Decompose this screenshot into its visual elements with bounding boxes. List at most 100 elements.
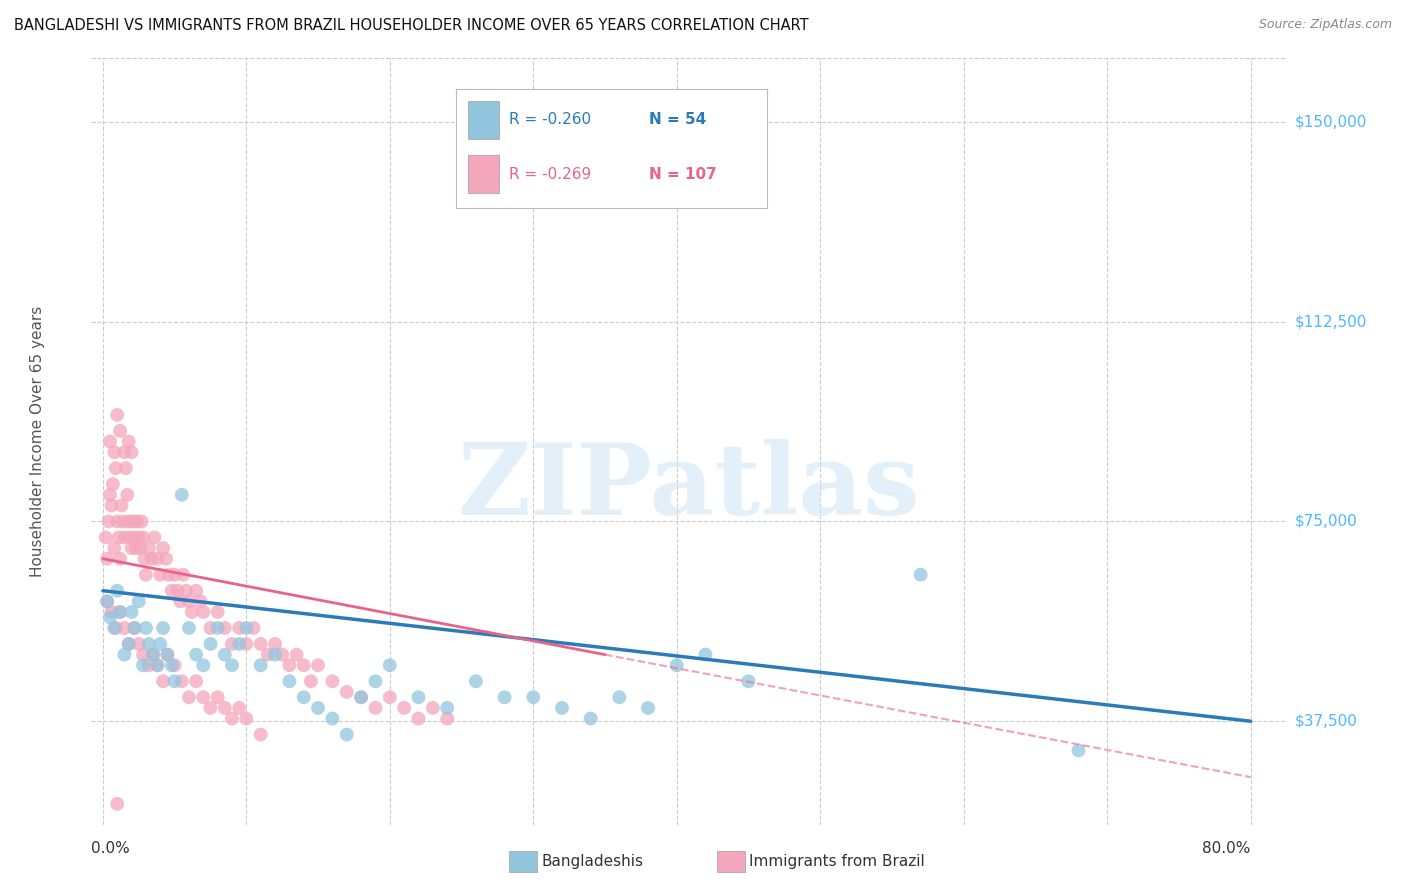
Point xyxy=(408,712,430,726)
Point xyxy=(551,701,574,715)
Point xyxy=(104,461,127,475)
Point xyxy=(637,701,659,715)
Point xyxy=(125,541,148,555)
Point xyxy=(336,727,359,741)
Point xyxy=(142,648,165,662)
Point xyxy=(193,658,215,673)
Point xyxy=(96,594,118,608)
Point xyxy=(169,594,191,608)
Text: Source: ZipAtlas.com: Source: ZipAtlas.com xyxy=(1258,18,1392,31)
Text: $112,500: $112,500 xyxy=(1295,314,1367,329)
Point xyxy=(156,648,179,662)
Point xyxy=(172,567,194,582)
Point xyxy=(292,658,315,673)
Point xyxy=(112,621,135,635)
Point xyxy=(193,690,215,705)
Text: Bangladeshis: Bangladeshis xyxy=(541,855,644,869)
Point xyxy=(142,648,165,662)
Point xyxy=(257,648,280,662)
Point xyxy=(149,567,172,582)
Point xyxy=(104,621,127,635)
Point xyxy=(141,551,163,566)
Point xyxy=(207,690,229,705)
Point xyxy=(129,541,152,555)
Point xyxy=(96,551,118,566)
Point xyxy=(163,658,186,673)
Point xyxy=(609,690,631,705)
Point xyxy=(910,567,932,582)
Point xyxy=(350,690,373,705)
Text: 80.0%: 80.0% xyxy=(1202,841,1250,856)
Point xyxy=(278,674,301,689)
Point xyxy=(364,701,387,715)
Point xyxy=(114,461,136,475)
Point xyxy=(665,658,688,673)
Point xyxy=(118,637,141,651)
Point xyxy=(436,701,458,715)
Point xyxy=(378,658,401,673)
Point xyxy=(120,530,142,544)
Point xyxy=(112,648,135,662)
Point xyxy=(214,701,236,715)
Point xyxy=(307,658,329,673)
Text: ZIPatlas: ZIPatlas xyxy=(458,439,920,536)
Text: Householder Income Over 65 years: Householder Income Over 65 years xyxy=(30,306,45,577)
Point xyxy=(121,541,143,555)
Point xyxy=(156,648,179,662)
Point xyxy=(228,637,250,651)
Point xyxy=(249,658,271,673)
Point xyxy=(200,701,222,715)
Point xyxy=(111,515,134,529)
Point xyxy=(98,610,121,624)
Point xyxy=(146,658,169,673)
Point xyxy=(121,605,143,619)
Point xyxy=(108,605,131,619)
Point xyxy=(737,674,759,689)
Point xyxy=(249,727,271,741)
Text: $150,000: $150,000 xyxy=(1295,114,1367,129)
Point xyxy=(579,712,602,726)
Point xyxy=(101,477,124,491)
Point xyxy=(127,515,149,529)
Point xyxy=(98,434,121,449)
Point xyxy=(285,648,308,662)
Point xyxy=(160,658,183,673)
Point xyxy=(264,637,287,651)
Point xyxy=(157,567,180,582)
Point xyxy=(132,530,155,544)
Point xyxy=(174,583,197,598)
Point xyxy=(112,530,135,544)
Point xyxy=(124,621,146,635)
Point xyxy=(494,690,516,705)
Point xyxy=(436,712,458,726)
Point xyxy=(105,797,128,811)
Point xyxy=(214,648,236,662)
Point xyxy=(299,674,322,689)
Point xyxy=(110,499,132,513)
Point xyxy=(221,712,243,726)
Point xyxy=(152,674,174,689)
Point xyxy=(105,408,128,422)
Point xyxy=(97,515,120,529)
Point xyxy=(321,712,343,726)
Point xyxy=(350,690,373,705)
Point xyxy=(103,621,125,635)
Point xyxy=(108,424,131,438)
Point xyxy=(235,712,257,726)
Point xyxy=(134,551,156,566)
Point xyxy=(131,515,153,529)
Point xyxy=(221,637,243,651)
Point xyxy=(1067,743,1090,757)
Point xyxy=(364,674,387,689)
Point xyxy=(378,690,401,705)
Point xyxy=(200,621,222,635)
Point xyxy=(321,674,343,689)
Point xyxy=(235,621,257,635)
Point xyxy=(135,621,157,635)
Point xyxy=(138,541,160,555)
Point xyxy=(249,637,271,651)
Point xyxy=(118,515,141,529)
Point xyxy=(184,648,207,662)
Point xyxy=(307,701,329,715)
Point xyxy=(177,690,200,705)
